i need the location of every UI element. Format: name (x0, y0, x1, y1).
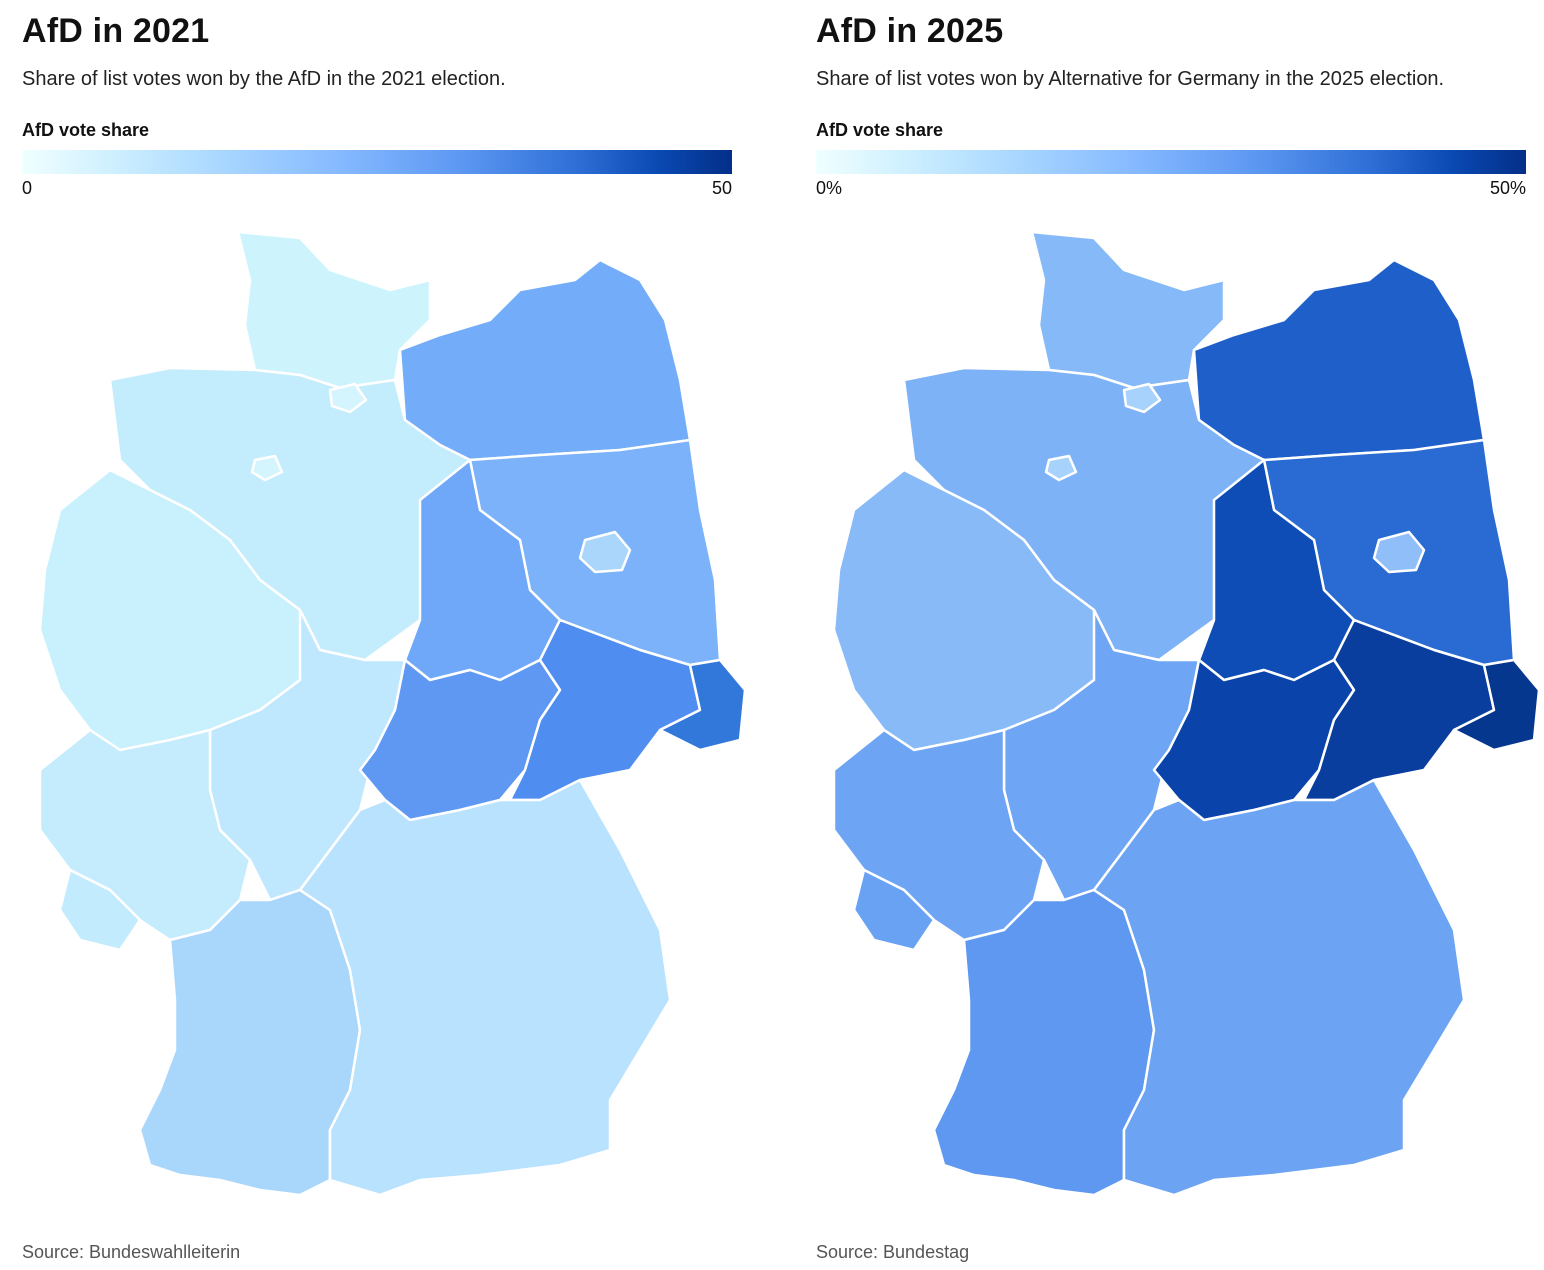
legend-max-label: 50% (1489, 178, 1526, 198)
chart-subtitle: Share of list votes won by the AfD in th… (22, 68, 506, 90)
region-bavaria (298, 778, 672, 1197)
region-berlin (578, 530, 632, 574)
panel-2025: AfD in 2025 Share of list votes won by A… (794, 0, 1544, 1270)
region-mecklenburg (1192, 258, 1486, 462)
region-berlin (1372, 530, 1426, 574)
legend-max-label: 50 (711, 178, 732, 198)
legend-title: AfD vote share (22, 120, 150, 140)
germany-map (38, 230, 747, 1197)
region-bremen (250, 454, 284, 482)
region-schleswig-holstein (1030, 230, 1226, 390)
region-saxony-east (1452, 658, 1541, 752)
region-bremen (1044, 454, 1078, 482)
germany-map (832, 230, 1541, 1197)
source-note: Source: Bundestag (816, 1242, 970, 1262)
legend-min-label: 0 (22, 178, 33, 198)
region-saxony (1302, 618, 1496, 802)
region-schleswig-holstein (236, 230, 432, 390)
legend-color-scale (816, 150, 1526, 174)
chart-subtitle: Share of list votes won by Alternative f… (816, 68, 1445, 90)
region-bavaria (1092, 778, 1466, 1197)
legend-title: AfD vote share (816, 120, 944, 140)
legend-color-scale (22, 150, 732, 174)
region-hamburg (328, 382, 368, 414)
region-saarland (852, 868, 936, 952)
region-saxony-east (658, 658, 747, 752)
source-note: Source: Bundeswahlleiterin (22, 1242, 241, 1262)
region-mecklenburg (398, 258, 692, 462)
chart-title: AfD in 2025 (816, 12, 1004, 50)
panel-2021: AfD in 2021 Share of list votes won by t… (0, 0, 760, 1270)
region-saarland (58, 868, 142, 952)
region-saxony (508, 618, 702, 802)
region-thuringia (1152, 658, 1356, 822)
region-thuringia (358, 658, 562, 822)
region-hamburg (1122, 382, 1162, 414)
legend-min-label: 0% (816, 178, 843, 198)
chart-title: AfD in 2021 (22, 12, 210, 50)
